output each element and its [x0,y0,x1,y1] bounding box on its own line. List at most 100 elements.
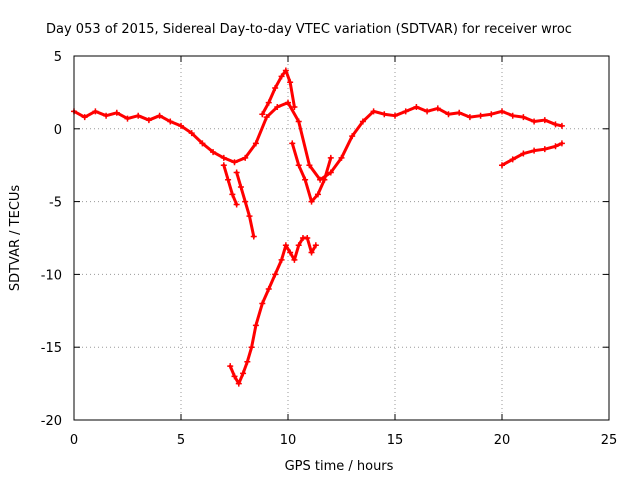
x-tick-label: 20 [494,433,511,448]
data-point [338,154,345,161]
data-point [220,162,227,169]
data-point [291,256,298,263]
data-point [509,112,516,119]
series-deep-branch [227,235,319,387]
data-point [231,159,238,166]
data-point [244,358,251,365]
data-point [381,111,388,118]
data-point [558,122,565,129]
data-point [231,373,238,380]
axis-layer: 0 5 10 15 20 25 5 0 -5 -10 -15 -20 [41,50,618,448]
data-point [265,285,272,292]
data-point [499,108,505,115]
data-point [499,162,505,169]
data-point [124,115,131,122]
series-midday-spike [259,67,298,118]
data-point [242,198,249,205]
data-point [259,300,266,307]
data-point [402,108,409,115]
x-axis-title: GPS time / hours [285,459,394,474]
data-point [327,169,334,176]
data-point [229,191,236,198]
data-point [178,122,184,129]
data-point [252,322,259,329]
data-point [278,256,285,263]
data-point [289,140,296,147]
y-tick-label: 0 [54,123,62,138]
data-point [520,114,527,121]
data-point [167,118,174,125]
data-point [520,150,527,157]
data-point [304,235,311,241]
data-point [227,363,234,370]
data-point [370,108,377,115]
data-point [445,111,452,118]
data-point [327,154,334,161]
data-point [295,242,302,249]
data-point [314,191,321,198]
series-line [222,163,239,207]
data-point [308,198,315,205]
data-point [531,118,538,125]
data-point [312,242,319,249]
y-tick-label: -20 [41,414,62,429]
data-point [248,344,255,351]
data-point [424,108,431,115]
series-layer [71,67,565,387]
chart-title: Day 053 of 2015, Sidereal Day-to-day VTE… [46,22,572,37]
y-tick-label: 5 [54,50,62,65]
data-point [235,380,242,387]
data-point [509,156,516,163]
y-tick-label: -15 [41,341,62,356]
data-point [302,176,309,183]
plot-frame [73,55,610,421]
data-point [81,114,88,121]
data-point [552,121,559,128]
data-point [434,105,441,112]
data-point [295,162,302,169]
x-tick-label: 15 [387,433,404,448]
data-point [246,213,253,220]
data-point [274,103,281,110]
data-point [252,140,259,147]
data-point [220,154,227,161]
data-point [541,117,548,124]
data-point [240,370,247,377]
data-point [242,154,249,161]
x-tick-label: 25 [601,433,618,448]
data-point [488,111,495,118]
data-point [285,99,291,106]
data-point [287,79,294,86]
data-point [456,109,463,116]
data-point [250,233,257,240]
data-point [145,117,152,124]
series-evening-branch [499,140,565,169]
grid-layer [74,56,609,420]
data-point [103,112,110,119]
data-point [113,109,120,116]
data-point [531,147,538,154]
data-point [295,118,302,125]
data-point [265,99,272,106]
data-point [199,140,206,147]
data-point [259,111,266,118]
data-point [225,176,232,183]
series-line [228,236,318,386]
x-tick-label: 5 [177,433,185,448]
data-point [306,162,313,169]
data-point [552,143,559,150]
data-point [392,112,398,119]
data-point [282,67,289,74]
data-point [359,118,366,125]
data-point [466,114,473,121]
x-tick-label: 10 [280,433,297,448]
y-tick-label: -10 [41,268,62,283]
y-tick-label: -5 [49,196,62,211]
data-point [233,201,240,208]
series-early-dip [220,162,240,208]
series-upper-track [71,99,565,183]
data-point [477,112,484,119]
data-point [135,112,142,119]
data-point [413,103,420,110]
